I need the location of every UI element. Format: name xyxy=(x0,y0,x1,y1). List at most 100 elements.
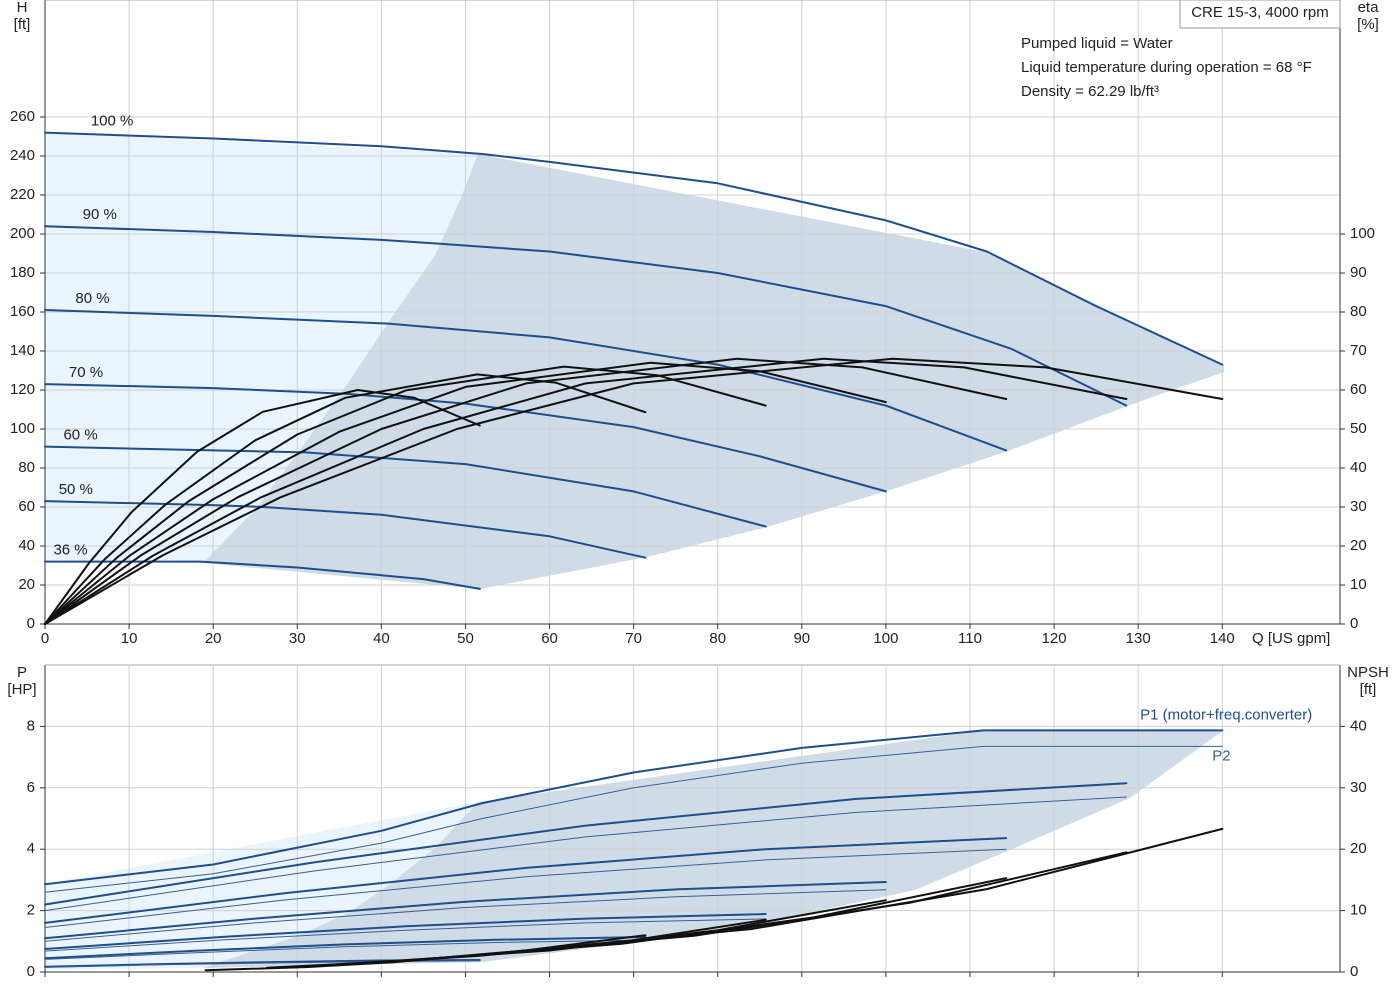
curve xyxy=(44,918,767,952)
x-axis-label: Q [US gpm] xyxy=(1252,630,1330,647)
secondary-curve xyxy=(204,953,481,972)
curve xyxy=(44,939,646,960)
annotation: Density = 62.29 lb/ft³ xyxy=(1021,83,1159,100)
y-tick-label: 180 xyxy=(10,264,35,281)
y-tick-label: 0 xyxy=(27,615,35,632)
x-tick-label: 100 xyxy=(873,630,898,647)
y2-tick-label: 10 xyxy=(1350,576,1367,593)
y-tick-label: 2 xyxy=(27,902,35,919)
legend-label: P2 xyxy=(1212,747,1230,764)
secondary-curve xyxy=(44,357,1008,625)
x-tick-label: 130 xyxy=(1126,630,1151,647)
secondary-curve xyxy=(44,389,481,625)
curve xyxy=(44,309,1008,452)
y-tick-label: 120 xyxy=(10,381,35,398)
x-tick-label: 140 xyxy=(1210,630,1235,647)
y-axis-label: [ft] xyxy=(14,16,31,33)
annotation: Pumped liquid = Water xyxy=(1021,35,1173,52)
curve xyxy=(44,745,1223,893)
curve xyxy=(44,782,1128,906)
x-tick-label: 10 xyxy=(121,630,138,647)
chart-title: CRE 15-3, 4000 rpm xyxy=(1191,4,1329,21)
dark-region xyxy=(203,154,1224,589)
y2-tick-label: 20 xyxy=(1350,840,1367,857)
y2-tick-label: 100 xyxy=(1350,225,1375,242)
y-tick-label: 40 xyxy=(18,537,35,554)
curve-label: 70 % xyxy=(69,364,103,381)
curve xyxy=(44,936,647,960)
x-tick-label: 120 xyxy=(1042,630,1067,647)
curve xyxy=(44,445,767,528)
curve xyxy=(44,383,887,493)
secondary-curve xyxy=(44,361,887,625)
y2-axis-label: eta xyxy=(1358,0,1380,16)
y-axis-label: P xyxy=(17,664,27,681)
y2-tick-label: 40 xyxy=(1350,717,1367,734)
y2-tick-label: 70 xyxy=(1350,342,1367,359)
y-tick-label: 100 xyxy=(10,420,35,437)
secondary-curve xyxy=(44,357,1224,625)
curve xyxy=(44,837,1008,924)
grid xyxy=(44,0,1340,625)
y2-axis-label: [%] xyxy=(1357,16,1379,33)
x-tick-label: 110 xyxy=(958,630,982,647)
x-tick-label: 30 xyxy=(289,630,306,647)
y2-tick-label: 30 xyxy=(1350,498,1367,515)
y-axis-label: [HP] xyxy=(7,681,36,698)
curve xyxy=(44,881,887,940)
curve-label: 100 % xyxy=(91,113,134,130)
y2-tick-label: 30 xyxy=(1350,779,1367,796)
curve xyxy=(44,729,1224,886)
curve xyxy=(44,889,887,942)
y-tick-label: 220 xyxy=(10,186,35,203)
curve xyxy=(44,796,1127,912)
curve-label: 60 % xyxy=(63,427,97,444)
y-tick-label: 140 xyxy=(10,342,35,359)
y-tick-label: 260 xyxy=(10,108,35,125)
secondary-curve xyxy=(44,357,1128,625)
x-tick-label: 90 xyxy=(793,630,810,647)
curve xyxy=(44,225,1128,407)
curve xyxy=(44,131,1224,366)
curve-label: 80 % xyxy=(75,290,109,307)
title-box xyxy=(1179,0,1341,29)
y-tick-label: 240 xyxy=(10,147,35,164)
legend-label: P1 (motor+freq.converter) xyxy=(1140,706,1312,723)
y2-tick-label: 60 xyxy=(1350,381,1367,398)
y2-tick-label: 90 xyxy=(1350,264,1367,281)
x-tick-label: 60 xyxy=(541,630,558,647)
y-tick-label: 80 xyxy=(18,459,35,476)
curve xyxy=(44,848,1007,928)
curve-label: 90 % xyxy=(83,206,117,223)
y2-tick-label: 20 xyxy=(1350,537,1367,554)
curve-label: 36 % xyxy=(53,542,87,559)
x-tick-label: 70 xyxy=(625,630,642,647)
y-tick-label: 160 xyxy=(10,303,35,320)
y-tick-label: 8 xyxy=(27,717,35,734)
curve-label: 50 % xyxy=(59,481,93,498)
x-tick-label: 40 xyxy=(373,630,390,647)
y-tick-label: 6 xyxy=(27,779,35,796)
y-tick-label: 200 xyxy=(10,225,35,242)
curve xyxy=(44,913,767,950)
y2-tick-label: 50 xyxy=(1350,420,1367,437)
secondary-curve xyxy=(44,365,767,625)
x-tick-label: 0 xyxy=(41,630,49,647)
y-tick-label: 0 xyxy=(27,963,35,980)
x-tick-label: 80 xyxy=(709,630,726,647)
curve xyxy=(44,560,481,590)
y2-tick-label: 80 xyxy=(1350,303,1367,320)
y2-tick-label: 0 xyxy=(1350,615,1358,632)
y2-axis-label: NPSH xyxy=(1347,664,1389,681)
x-tick-label: 50 xyxy=(457,630,474,647)
y2-axis-label: [ft] xyxy=(1360,681,1377,698)
y2-tick-label: 40 xyxy=(1350,459,1367,476)
y-tick-label: 20 xyxy=(18,576,35,593)
y-tick-label: 60 xyxy=(18,498,35,515)
y-tick-label: 4 xyxy=(27,840,35,857)
secondary-curve xyxy=(44,373,647,625)
x-tick-label: 20 xyxy=(205,630,222,647)
y2-tick-label: 10 xyxy=(1350,902,1367,919)
